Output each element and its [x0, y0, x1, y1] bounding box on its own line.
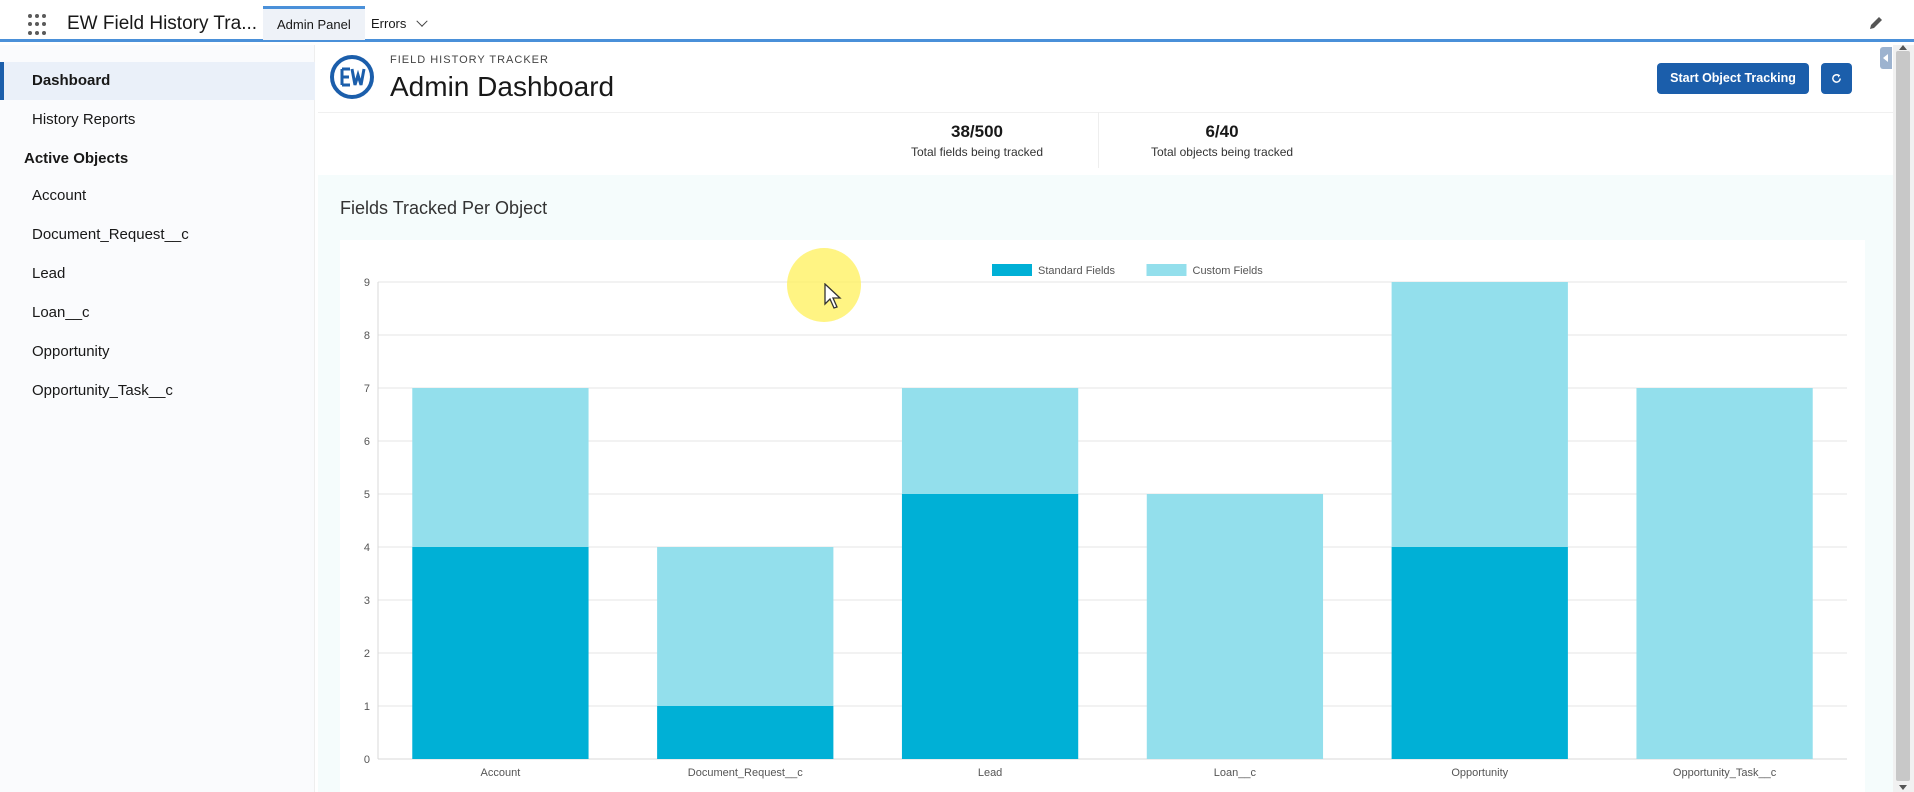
sidebar-item-history-reports[interactable]: History Reports: [0, 101, 315, 139]
start-object-tracking-button[interactable]: Start Object Tracking: [1657, 63, 1809, 94]
sidebar-item-label: Opportunity_Task__c: [32, 382, 173, 399]
scroll-up-icon[interactable]: [1899, 45, 1907, 50]
stat-label: Total objects being tracked: [1150, 145, 1294, 159]
stat-label: Total fields being tracked: [910, 145, 1044, 159]
refresh-icon: [1832, 73, 1841, 83]
y-tick-label: 4: [364, 542, 370, 554]
cursor-highlight: [787, 248, 861, 322]
active-objects-heading: Active Objects: [24, 150, 129, 167]
bar-standard-fields: [657, 706, 834, 759]
y-tick-label: 0: [364, 754, 370, 766]
x-tick-label: Loan__c: [1214, 767, 1257, 779]
sidebar-item-account[interactable]: Account: [0, 177, 315, 215]
y-tick-label: 5: [364, 489, 370, 501]
refresh-button[interactable]: [1821, 63, 1852, 94]
scroll-thumb[interactable]: [1896, 51, 1910, 781]
tab-admin-panel[interactable]: Admin Panel: [263, 6, 365, 40]
x-tick-label: Document_Request__c: [688, 767, 803, 779]
stat-fields-tracked: 38/500 Total fields being tracked: [857, 122, 1097, 159]
legend-label: Custom Fields: [1193, 265, 1264, 277]
x-tick-label: Opportunity: [1451, 767, 1508, 779]
y-tick-label: 8: [364, 330, 370, 342]
pencil-edit-icon[interactable]: [1868, 15, 1884, 31]
sidebar-item-loan[interactable]: Loan__c: [0, 294, 315, 332]
stat-value: 38/500: [951, 122, 1003, 141]
sidebar-item-opportunity[interactable]: Opportunity: [0, 333, 315, 371]
stat-divider: [1098, 112, 1099, 168]
sidebar-item-label: Loan__c: [32, 304, 90, 321]
bar-custom-fields: [901, 388, 1079, 494]
x-tick-label: Opportunity_Task__c: [1673, 767, 1777, 779]
bar-custom-fields: [412, 388, 589, 547]
mouse-cursor-icon: [824, 283, 842, 309]
sidebar-item-document-request[interactable]: Document_Request__c: [0, 216, 315, 254]
y-tick-label: 7: [364, 383, 370, 395]
y-tick-label: 6: [364, 436, 370, 448]
chart-card: [340, 240, 1865, 792]
stats-strip: [318, 112, 1893, 168]
page-eyebrow: FIELD HISTORY TRACKER: [390, 54, 549, 66]
y-tick-label: 1: [364, 701, 370, 713]
sidebar-item-label: History Reports: [32, 111, 136, 128]
sidebar-item-opportunity-task[interactable]: Opportunity_Task__c: [0, 372, 315, 410]
scroll-down-icon[interactable]: [1899, 785, 1907, 790]
fields-tracked-bar-chart: 0 1 2 3 4 5 6 7 8 9 Account Document_Request__c Lead…: [364, 264, 1847, 779]
bar-standard-fields: [412, 547, 589, 759]
sidebar-item-label: Opportunity: [32, 343, 110, 360]
y-tick-label: 3: [364, 595, 370, 607]
panel-collapse-tab[interactable]: [1880, 47, 1892, 69]
legend-label: Standard Fields: [1038, 265, 1116, 277]
sidebar-item-lead[interactable]: Lead: [0, 255, 315, 293]
bar-custom-fields: [1391, 282, 1568, 547]
y-tick-label: 9: [364, 277, 370, 289]
app-launcher-icon[interactable]: [28, 14, 50, 36]
legend-swatch: [992, 264, 1032, 276]
tab-errors-label: Errors: [371, 16, 407, 31]
sidebar-item-label: Account: [32, 187, 87, 204]
sidebar-item-dashboard[interactable]: Dashboard: [0, 62, 315, 100]
x-tick-label: Account: [481, 767, 521, 779]
sidebar: Dashboard History Reports Active Objects…: [0, 45, 315, 792]
page-title: Admin Dashboard: [390, 71, 615, 102]
app-title: EW Field History Tra...: [67, 13, 258, 34]
chart-heading: Fields Tracked Per Object: [340, 198, 548, 218]
bar-custom-fields: [1636, 388, 1813, 759]
tab-errors[interactable]: Errors: [357, 6, 440, 40]
legend-swatch: [1146, 264, 1187, 276]
bar-standard-fields: [901, 494, 1079, 759]
sidebar-item-label: Lead: [32, 265, 66, 282]
x-tick-label: Lead: [978, 767, 1002, 779]
y-tick-label: 2: [364, 648, 370, 660]
bar-custom-fields: [657, 547, 834, 706]
sidebar-item-label: Document_Request__c: [32, 226, 189, 243]
tab-admin-panel-label: Admin Panel: [277, 17, 351, 32]
ew-logo-icon: [330, 55, 374, 99]
global-nav-bar: EW Field History Tra... Admin Panel Erro…: [0, 0, 1914, 42]
page-scrollbar[interactable]: [1893, 45, 1914, 792]
stat-value: 6/40: [1205, 122, 1239, 141]
chevron-down-icon[interactable]: [416, 15, 428, 27]
sidebar-item-label: Dashboard: [32, 72, 111, 89]
bar-custom-fields: [1146, 494, 1324, 759]
stat-objects-tracked: 6/40 Total objects being tracked: [1102, 122, 1342, 159]
bar-standard-fields: [1391, 547, 1568, 759]
